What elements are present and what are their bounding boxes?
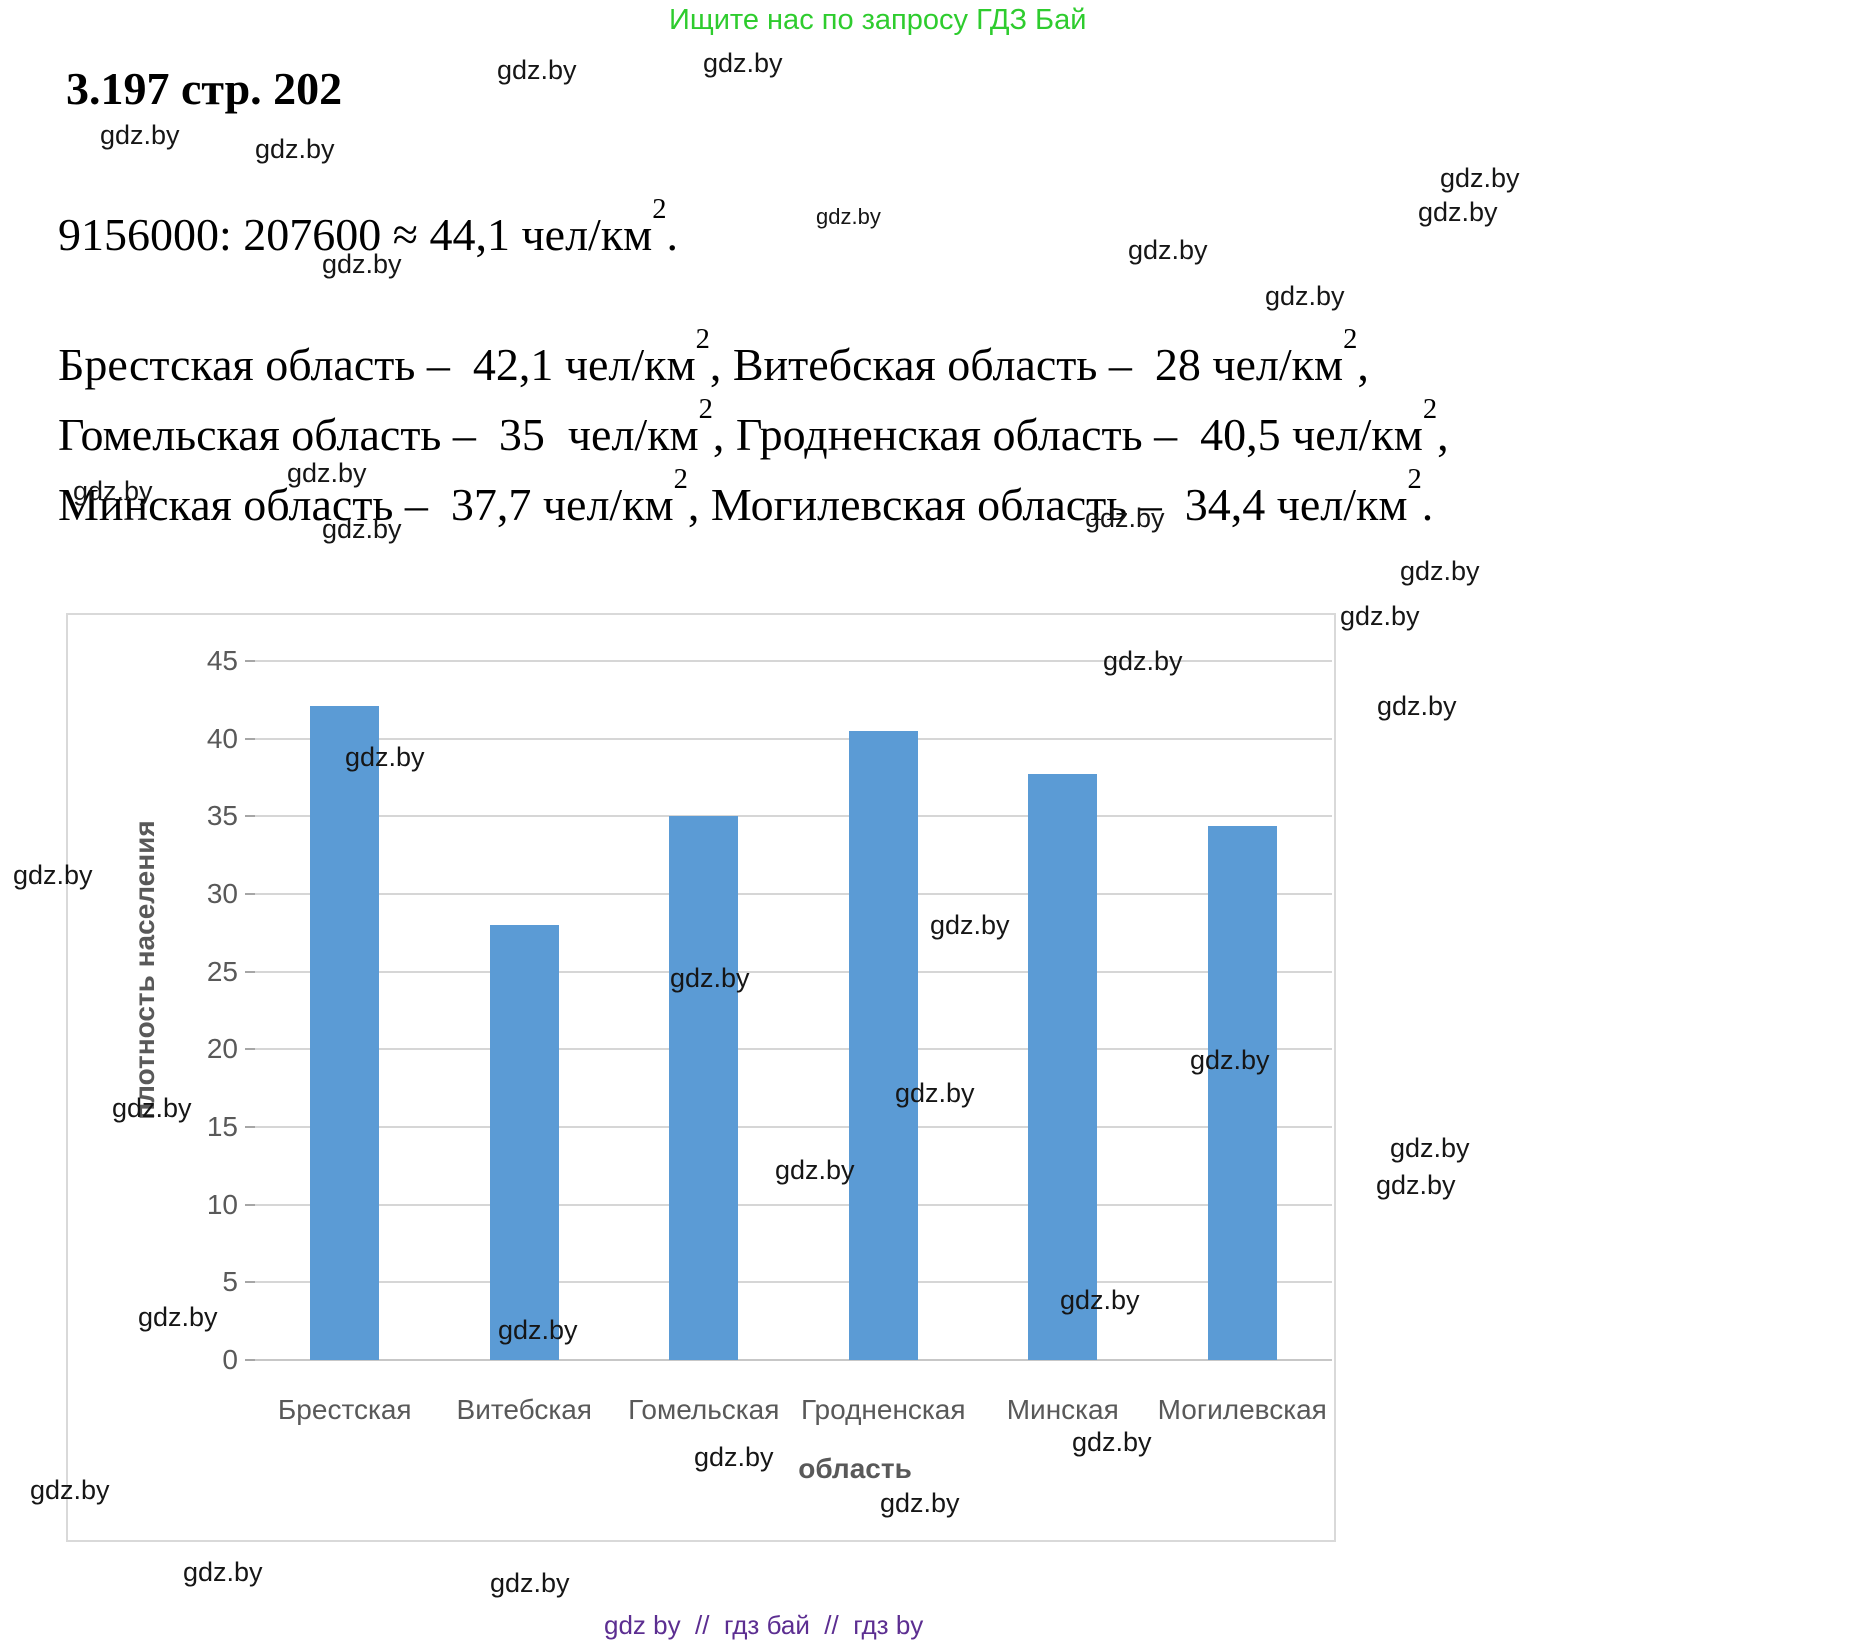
gdz-watermark: gdz.by: [13, 860, 93, 890]
footer-links: gdz by // гдз бай // гдз by: [604, 1610, 924, 1640]
gdz-watermark: gdz.by: [1085, 503, 1165, 533]
gdz-watermark: gdz.by: [1377, 691, 1457, 721]
y-tick-label: 0: [222, 1344, 238, 1375]
gdz-watermark: gdz.by: [775, 1155, 855, 1185]
y-tick: [245, 1203, 255, 1206]
y-tick: [245, 970, 255, 973]
gdz-watermark: gdz.by: [670, 963, 750, 993]
bar-chart: плотность населения область 0 5 10 15 20 25 30…: [66, 613, 1336, 1542]
y-tick-label: 30: [206, 878, 238, 909]
y-tick: [245, 815, 255, 818]
y-tick: [245, 660, 255, 662]
gdz-watermark: gdz.by: [816, 204, 881, 229]
gdz-watermark: gdz.by: [497, 55, 577, 85]
gdz-watermark: gdz.by: [100, 120, 180, 150]
x-axis-line: [255, 1359, 1332, 1361]
y-tick-label: 10: [206, 1188, 238, 1220]
gdz-watermark: gdz.by: [498, 1315, 578, 1345]
page-title: 3.197 стр. 202: [66, 63, 343, 114]
category-label: Брестская: [277, 1394, 412, 1425]
gdz-watermark: gdz.by: [183, 1557, 263, 1587]
solution-line: Минская область – 37,7 чел/км2, Могилевс…: [58, 464, 1434, 530]
grid-line: [255, 1281, 1332, 1284]
y-tick: [245, 893, 255, 895]
gdz-watermark: gdz.by: [1128, 235, 1208, 265]
gdz-watermark: gdz.by: [287, 458, 367, 488]
y-tick-label: 25: [206, 955, 238, 987]
y-tick: [245, 1359, 255, 1361]
gdz-watermark: gdz.by: [1060, 1285, 1140, 1315]
gdz-watermark: gdz.by: [30, 1475, 110, 1505]
category-label: Минская: [1006, 1394, 1119, 1425]
gdz-watermark: gdz.by: [703, 48, 783, 78]
gdz-watermark: gdz.by: [1265, 281, 1345, 311]
category-label: Гродненская: [800, 1394, 966, 1425]
y-tick: [245, 1281, 255, 1284]
gdz-watermark: gdz.by: [345, 742, 425, 772]
y-tick-label: 35: [206, 800, 238, 832]
gdz-watermark: gdz.by: [255, 134, 335, 164]
gdz-watermark: gdz.by: [1376, 1170, 1456, 1200]
grid-line: [255, 1048, 1332, 1051]
gdz-watermark: gdz.by: [1340, 601, 1420, 631]
gdz-watermark: gdz.by: [1103, 646, 1183, 676]
grid-line: [255, 737, 1332, 740]
solution-line: Гомельская область – 35 чел/км2, Гроднен…: [58, 394, 1449, 460]
bar-Гродненская: [848, 730, 918, 1360]
gdz-watermark: gdz.by: [895, 1078, 975, 1108]
gdz-watermark: gdz.by: [1190, 1045, 1270, 1075]
gdz-watermark: gdz.by: [1072, 1427, 1152, 1457]
bar-Брестская: [310, 706, 380, 1360]
grid-line: [255, 970, 1332, 973]
gdz-watermark: gdz.by: [1390, 1133, 1470, 1163]
solution-line: Брестская область – 42,1 чел/км2, Витебс…: [58, 324, 1369, 390]
category-label: Гомельская: [628, 1394, 780, 1425]
grid-line: [255, 1203, 1332, 1206]
y-axis-title: плотность населения: [129, 820, 160, 1120]
gdz-watermark: gdz.by: [112, 1093, 192, 1123]
y-tick-label: 45: [206, 645, 238, 676]
gdz-watermark: gdz.by: [694, 1442, 774, 1472]
y-tick-label: 5: [222, 1266, 238, 1298]
y-tick: [245, 1048, 255, 1051]
solution-paragraph: Брестская область – 42,1 чел/км2, Витебс…: [58, 324, 1449, 540]
gdz-watermark: gdz.by: [1400, 556, 1480, 586]
bar-Минская: [1028, 774, 1098, 1360]
category-label: Витебская: [456, 1394, 592, 1425]
grid-line: [255, 660, 1332, 662]
bar-Витебская: [489, 925, 559, 1360]
gdz-watermark: gdz.by: [880, 1488, 960, 1518]
gdz-watermark: gdz.by: [322, 249, 402, 279]
bar-Гомельская: [669, 816, 739, 1360]
gdz-watermark: gdz.by: [490, 1568, 570, 1598]
gdz-watermark: gdz.by: [73, 476, 153, 506]
y-tick-label: 15: [206, 1111, 238, 1142]
bar-Могилевская: [1207, 825, 1277, 1360]
y-tick-label: 20: [206, 1033, 238, 1065]
gdz-watermark: gdz.by: [138, 1302, 218, 1332]
formula-text: 9156000: 207600 ≈ 44,1 чел/км2.: [58, 194, 679, 260]
gdz-watermark: gdz.by: [1440, 163, 1520, 193]
y-tick: [245, 1126, 255, 1128]
promo-banner: Ищите нас по запросу ГДЗ Бай: [669, 4, 1087, 36]
y-tick: [245, 737, 255, 740]
grid-line: [255, 815, 1332, 818]
gdz-watermark: gdz.by: [1418, 197, 1498, 227]
gdz-watermark: gdz.by: [322, 514, 402, 544]
x-axis-title: область: [798, 1453, 912, 1484]
gdz-watermark: gdz.by: [930, 910, 1010, 940]
grid-line: [255, 893, 1332, 895]
category-label: Могилевская: [1157, 1394, 1327, 1425]
grid-line: [255, 1126, 1332, 1128]
y-tick-label: 40: [206, 722, 238, 754]
